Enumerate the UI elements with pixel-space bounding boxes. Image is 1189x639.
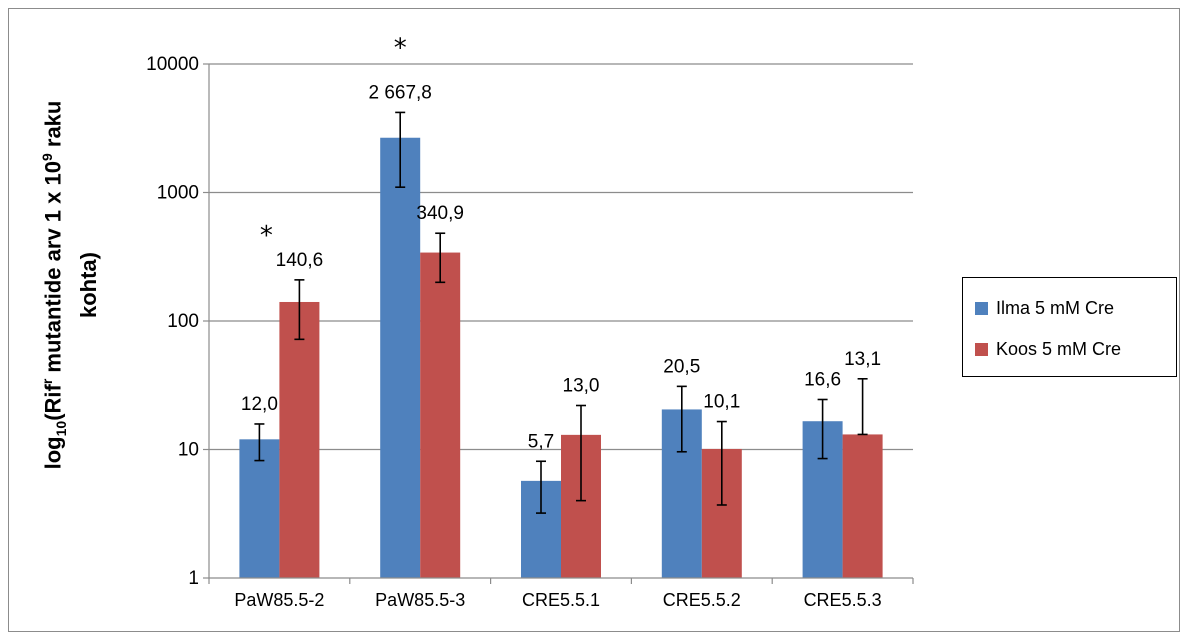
y-axis-title-sup2: 9	[39, 153, 56, 162]
significance-marker: *	[260, 221, 273, 251]
y-tick-label: 1000	[157, 183, 199, 204]
legend-swatch-ilma	[975, 302, 988, 315]
y-tick-label: 10	[178, 440, 199, 461]
bars	[239, 137, 883, 578]
y-axis-title-line2: kohta)	[75, 252, 101, 319]
x-tick-label: CRE5.5.1	[522, 590, 600, 610]
y-tick-label: 1	[188, 568, 199, 589]
legend: Ilma 5 mM Cre Koos 5 mM Cre	[962, 277, 1177, 377]
legend-item-ilma: Ilma 5 mM Cre	[975, 298, 1114, 319]
bar-ilma	[239, 439, 280, 578]
significance-marker: *	[394, 33, 407, 63]
legend-swatch-koos	[975, 343, 988, 356]
chart-frame	[8, 8, 1180, 632]
y-axis-title-prefix: log	[40, 436, 66, 470]
y-axis-title-sub: 10	[52, 420, 69, 437]
x-tick-label: CRE5.5.2	[663, 590, 741, 610]
y-axis-title-end: raku	[40, 100, 66, 154]
data-label: 340,9	[416, 203, 464, 224]
y-axis-title-rest: mutantide arv 1 x 10	[40, 161, 66, 379]
y-tick-label: 100	[167, 311, 199, 332]
chart-labels: 1 10 100 1000 10000 PaW85.5-2 PaW85.5-3 CRE5.5.…	[146, 33, 881, 610]
legend-label-koos: Koos 5 mM Cre	[996, 339, 1122, 359]
data-label: 12,0	[241, 394, 278, 415]
y-axis-title-mid: (Rif	[40, 384, 66, 421]
data-label: 140,6	[276, 250, 324, 271]
legend-item-koos: Koos 5 mM Cre	[975, 339, 1121, 360]
data-label: 16,6	[804, 369, 841, 390]
bar-koos	[842, 434, 883, 578]
bar-koos	[279, 301, 320, 578]
error-bars	[254, 111, 868, 514]
data-label: 2 667,8	[368, 82, 431, 103]
axes	[203, 63, 914, 584]
bar-koos	[420, 252, 461, 578]
x-tick-label: PaW85.5-3	[375, 590, 465, 610]
legend-label-ilma: Ilma 5 mM Cre	[996, 298, 1115, 318]
x-tick-label: PaW85.5-2	[234, 590, 324, 610]
bar-ilma	[380, 137, 421, 578]
data-label: 10,1	[703, 392, 740, 413]
data-label: 20,5	[663, 356, 700, 377]
data-label: 13,1	[844, 349, 881, 370]
data-label: 5,7	[528, 431, 554, 452]
data-label: 13,0	[563, 375, 600, 396]
x-tick-label: CRE5.5.3	[804, 590, 882, 610]
y-axis-title-sup: r	[39, 378, 56, 385]
y-tick-label: 10000	[146, 54, 199, 75]
